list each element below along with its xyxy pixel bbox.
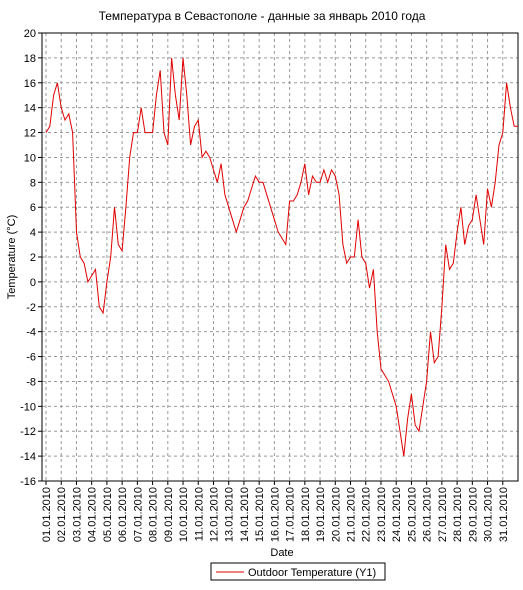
legend-label: Outdoor Temperature (Y1) [248,567,376,579]
x-tick-label: 01.01.2010 [41,487,53,542]
x-tick-label: 29.01.2010 [467,487,479,542]
y-tick-label: 10 [24,152,36,164]
x-tick-label: 22.01.2010 [361,487,373,542]
y-tick-label: -14 [20,451,36,463]
chart-title: Температура в Севастополе - данные за ян… [99,9,426,23]
x-tick-label: 04.01.2010 [87,487,99,542]
y-tick-label: -8 [26,376,36,388]
x-tick-label: 06.01.2010 [117,487,129,542]
x-tick-label: 17.01.2010 [285,487,297,542]
x-tick-label: 09.01.2010 [163,487,175,542]
y-tick-label: 0 [30,277,36,289]
x-tick-label: 14.01.2010 [239,487,251,542]
y-tick-label: -6 [26,352,36,364]
y-tick-label: 12 [24,128,36,140]
x-tick-label: 02.01.2010 [56,487,68,542]
x-tick-label: 28.01.2010 [452,487,464,542]
y-tick-label: 14 [24,103,36,115]
y-tick-label: 2 [30,252,36,264]
x-tick-label: 03.01.2010 [71,487,83,542]
x-tick-label: 24.01.2010 [391,487,403,542]
x-tick-label: 20.01.2010 [330,487,342,542]
x-tick-label: 21.01.2010 [346,487,358,542]
x-tick-label: 15.01.2010 [254,487,266,542]
x-tick-label: 27.01.2010 [437,487,449,542]
y-tick-label: -12 [20,426,36,438]
x-tick-label: 16.01.2010 [269,487,281,542]
x-tick-label: 26.01.2010 [422,487,434,542]
y-tick-label: 6 [30,202,36,214]
x-tick-label: 10.01.2010 [178,487,190,542]
x-tick-label: 08.01.2010 [148,487,160,542]
y-tick-label: 20 [24,28,36,40]
x-tick-label: 19.01.2010 [315,487,327,542]
y-axis-label: Temperature (°C) [6,215,18,299]
x-tick-label: 05.01.2010 [102,487,114,542]
x-tick-label: 30.01.2010 [483,487,495,542]
plot-frame [41,32,519,482]
y-tick-label: 8 [30,177,36,189]
x-tick-label: 07.01.2010 [132,487,144,542]
x-tick-label: 12.01.2010 [208,487,220,542]
y-tick-label: -4 [26,327,36,339]
data-line [45,57,518,457]
x-axis-label: Date [270,547,293,559]
x-tick-label: 31.01.2010 [498,487,510,542]
y-tick-label: 16 [24,78,36,90]
x-tick-label: 25.01.2010 [406,487,418,542]
y-tick-label: 4 [30,227,36,239]
x-tick-label: 13.01.2010 [224,487,236,542]
x-tick-label: 23.01.2010 [376,487,388,542]
y-tick-label: -2 [26,302,36,314]
y-tick-label: -16 [20,476,36,488]
x-tick-label: 18.01.2010 [300,487,312,542]
y-tick-label: 18 [24,53,36,65]
x-tick-label: 11.01.2010 [193,487,205,541]
legend [210,562,386,581]
y-tick-label: -10 [20,401,36,413]
